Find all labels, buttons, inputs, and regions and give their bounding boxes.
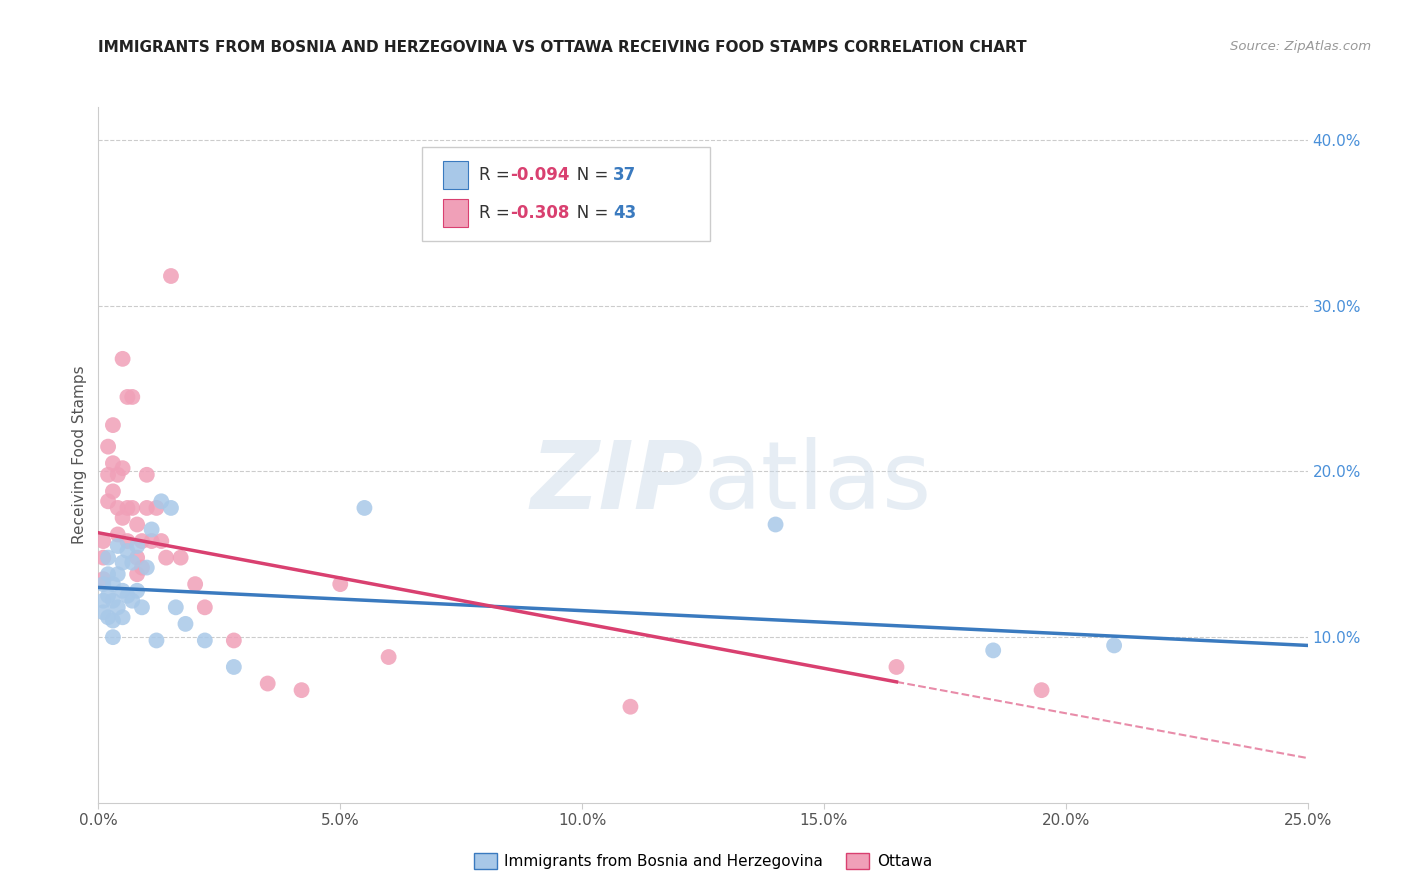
Point xyxy=(97,440,120,454)
Point xyxy=(107,467,129,482)
Text: R =: R = xyxy=(479,204,516,222)
Point xyxy=(117,534,139,549)
Y-axis label: Receiving Food Stamps: Receiving Food Stamps xyxy=(72,366,87,544)
Point xyxy=(165,600,187,615)
Point xyxy=(107,600,129,615)
Point xyxy=(117,390,139,404)
Point xyxy=(160,268,183,283)
Text: IMMIGRANTS FROM BOSNIA AND HERZEGOVINA VS OTTAWA RECEIVING FOOD STAMPS CORRELATI: IMMIGRANTS FROM BOSNIA AND HERZEGOVINA V… xyxy=(98,40,1026,55)
Point xyxy=(145,633,167,648)
Point xyxy=(101,456,124,470)
Point xyxy=(117,500,139,515)
Point xyxy=(141,534,163,549)
Point xyxy=(222,660,245,674)
Point xyxy=(107,539,129,553)
Point xyxy=(886,660,908,674)
Point xyxy=(97,610,120,624)
Point xyxy=(141,523,163,537)
Point xyxy=(127,539,149,553)
Point xyxy=(117,589,139,603)
Point xyxy=(131,560,153,574)
Point xyxy=(184,577,207,591)
Point xyxy=(107,527,129,541)
Point xyxy=(353,500,375,515)
Point xyxy=(131,600,153,615)
Point xyxy=(1102,639,1125,653)
Point xyxy=(107,567,129,582)
Point xyxy=(97,467,120,482)
Point xyxy=(91,534,114,549)
Point xyxy=(155,550,177,565)
Text: N =: N = xyxy=(561,204,613,222)
Point xyxy=(290,683,312,698)
Point xyxy=(97,550,120,565)
Point xyxy=(91,605,114,619)
Point xyxy=(169,550,191,565)
Point xyxy=(91,550,114,565)
Point xyxy=(117,544,139,558)
Point xyxy=(111,583,134,598)
Point xyxy=(91,572,114,586)
Text: -0.094: -0.094 xyxy=(510,166,569,184)
Point xyxy=(101,484,124,499)
Point xyxy=(97,494,120,508)
Text: R =: R = xyxy=(479,166,516,184)
Point xyxy=(111,610,134,624)
Point xyxy=(101,418,124,433)
Point xyxy=(121,500,143,515)
Point xyxy=(107,500,129,515)
Text: Source: ZipAtlas.com: Source: ZipAtlas.com xyxy=(1230,40,1371,54)
Point xyxy=(194,600,217,615)
Point xyxy=(121,593,143,607)
Point xyxy=(121,390,143,404)
Point xyxy=(127,550,149,565)
Text: N =: N = xyxy=(561,166,613,184)
Point xyxy=(150,494,173,508)
Point xyxy=(329,577,352,591)
Text: 43: 43 xyxy=(613,204,637,222)
Point xyxy=(619,699,641,714)
Point xyxy=(101,593,124,607)
Point xyxy=(981,643,1004,657)
Point xyxy=(111,511,134,525)
Point xyxy=(111,351,134,366)
Text: 37: 37 xyxy=(613,166,637,184)
Point xyxy=(174,616,197,631)
Point xyxy=(131,534,153,549)
Point xyxy=(111,461,134,475)
Point xyxy=(1031,683,1053,698)
Text: -0.308: -0.308 xyxy=(510,204,569,222)
Point xyxy=(97,589,120,603)
Text: atlas: atlas xyxy=(703,437,931,529)
Point xyxy=(135,467,157,482)
Text: ZIP: ZIP xyxy=(530,437,703,529)
Point xyxy=(127,583,149,598)
Point xyxy=(111,556,134,570)
Point xyxy=(91,577,114,591)
Point xyxy=(127,567,149,582)
Point xyxy=(765,517,787,532)
Legend: Immigrants from Bosnia and Herzegovina, Ottawa: Immigrants from Bosnia and Herzegovina, … xyxy=(468,847,938,875)
Point xyxy=(377,650,399,665)
Point xyxy=(135,500,157,515)
Point xyxy=(97,567,120,582)
Point xyxy=(101,614,124,628)
Point xyxy=(222,633,245,648)
Point xyxy=(91,593,114,607)
Point xyxy=(150,534,173,549)
Point xyxy=(101,630,124,644)
Point xyxy=(135,560,157,574)
Point xyxy=(121,556,143,570)
Point xyxy=(194,633,217,648)
Point xyxy=(145,500,167,515)
Point xyxy=(160,500,183,515)
Point xyxy=(101,577,124,591)
Point xyxy=(256,676,278,690)
Point xyxy=(127,517,149,532)
